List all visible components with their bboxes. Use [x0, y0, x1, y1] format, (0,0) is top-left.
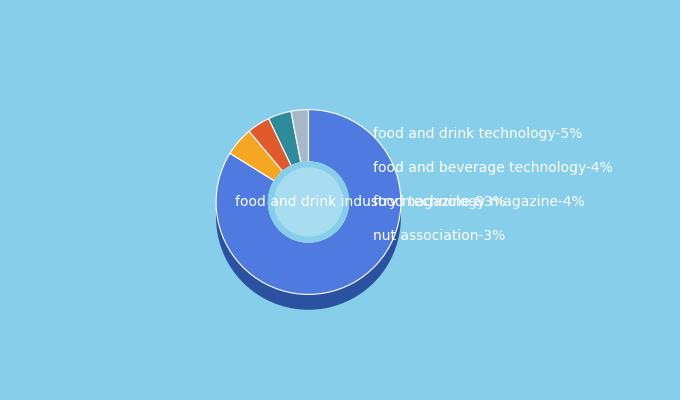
Text: food and drink industry magazine-83%: food and drink industry magazine-83% — [235, 195, 505, 209]
Wedge shape — [249, 134, 291, 187]
Wedge shape — [291, 110, 309, 163]
Wedge shape — [216, 110, 401, 294]
Wedge shape — [230, 147, 283, 196]
Wedge shape — [230, 131, 283, 181]
Text: food technology magazine-4%: food technology magazine-4% — [373, 195, 585, 209]
Wedge shape — [269, 111, 301, 166]
Circle shape — [269, 177, 349, 258]
Text: nut association-3%: nut association-3% — [373, 229, 505, 243]
Wedge shape — [249, 118, 291, 171]
Wedge shape — [269, 127, 301, 181]
Text: food and beverage technology-4%: food and beverage technology-4% — [373, 161, 613, 175]
Text: food and drink technology-5%: food and drink technology-5% — [373, 127, 582, 141]
Circle shape — [275, 168, 343, 236]
Wedge shape — [216, 125, 401, 310]
Circle shape — [269, 162, 349, 242]
Wedge shape — [291, 125, 309, 178]
